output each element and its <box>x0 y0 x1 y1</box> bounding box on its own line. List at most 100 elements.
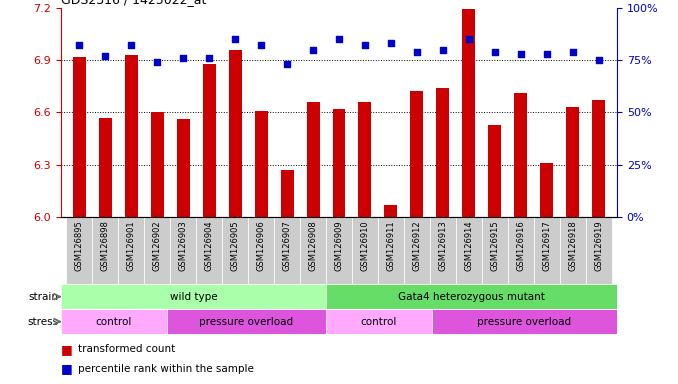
Point <box>490 48 500 55</box>
Point <box>281 61 292 67</box>
Bar <box>566 107 579 217</box>
Bar <box>274 217 300 284</box>
Text: GDS2316 / 1425022_at: GDS2316 / 1425022_at <box>61 0 206 7</box>
Text: GSM126903: GSM126903 <box>178 220 188 271</box>
Bar <box>228 50 241 217</box>
Bar <box>410 91 424 217</box>
Bar <box>92 217 118 284</box>
Text: GSM126918: GSM126918 <box>568 220 577 271</box>
Text: pressure overload: pressure overload <box>199 316 294 327</box>
Text: GSM126902: GSM126902 <box>153 220 161 271</box>
Text: GSM126910: GSM126910 <box>361 220 370 271</box>
Bar <box>61 284 325 309</box>
Bar <box>352 217 378 284</box>
Bar <box>203 65 216 217</box>
Text: pressure overload: pressure overload <box>477 316 572 327</box>
Bar <box>325 284 617 309</box>
Bar <box>306 102 319 217</box>
Text: percentile rank within the sample: percentile rank within the sample <box>78 364 254 374</box>
Point <box>437 46 448 53</box>
Bar <box>281 170 294 217</box>
Bar <box>325 309 432 334</box>
Bar <box>432 309 617 334</box>
Point <box>334 36 344 42</box>
Text: GSM126901: GSM126901 <box>127 220 136 271</box>
Text: GSM126911: GSM126911 <box>386 220 395 271</box>
Point <box>74 42 85 48</box>
Text: GSM126914: GSM126914 <box>464 220 473 271</box>
Text: GSM126906: GSM126906 <box>256 220 266 271</box>
Text: GSM126905: GSM126905 <box>231 220 239 271</box>
Point <box>412 48 422 55</box>
Bar <box>151 113 163 217</box>
Bar <box>73 56 85 217</box>
Bar <box>404 217 430 284</box>
Bar <box>170 217 196 284</box>
Bar <box>167 309 325 334</box>
Bar <box>482 217 508 284</box>
Text: GSM126915: GSM126915 <box>490 220 500 271</box>
Point <box>464 36 475 42</box>
Bar <box>540 163 553 217</box>
Point <box>308 46 319 53</box>
Text: wild type: wild type <box>170 291 217 302</box>
Bar <box>61 309 167 334</box>
Point <box>567 48 578 55</box>
Point <box>515 51 526 57</box>
Bar <box>144 217 170 284</box>
Point <box>152 59 163 65</box>
Text: GSM126916: GSM126916 <box>517 220 525 271</box>
Text: GSM126898: GSM126898 <box>101 220 110 271</box>
Bar <box>332 109 346 217</box>
Bar <box>515 93 527 217</box>
Bar <box>378 217 404 284</box>
Bar <box>300 217 326 284</box>
Text: ■: ■ <box>61 362 73 375</box>
Bar <box>222 217 248 284</box>
Bar <box>248 217 274 284</box>
Bar <box>254 111 268 217</box>
Bar <box>177 119 190 217</box>
Bar <box>196 217 222 284</box>
Text: GSM126909: GSM126909 <box>334 220 344 271</box>
Point <box>100 53 111 59</box>
Point <box>178 55 188 61</box>
Point <box>256 42 266 48</box>
Point <box>593 57 604 63</box>
Text: GSM126913: GSM126913 <box>439 220 447 271</box>
Bar <box>462 10 475 217</box>
Text: strain: strain <box>28 291 58 302</box>
Bar <box>430 217 456 284</box>
Point <box>203 55 214 61</box>
Bar <box>118 217 144 284</box>
Bar <box>326 217 352 284</box>
Point <box>230 36 241 42</box>
Bar <box>456 217 482 284</box>
Point <box>359 42 370 48</box>
Bar <box>125 55 138 217</box>
Point <box>125 42 136 48</box>
Text: transformed count: transformed count <box>78 344 175 354</box>
Text: GSM126904: GSM126904 <box>205 220 214 271</box>
Bar <box>99 118 112 217</box>
Text: control: control <box>361 316 397 327</box>
Text: GSM126917: GSM126917 <box>542 220 551 271</box>
Text: GSM126919: GSM126919 <box>595 220 603 271</box>
Point <box>386 40 397 46</box>
Bar <box>437 88 450 217</box>
Text: control: control <box>96 316 132 327</box>
Point <box>542 51 553 57</box>
Text: GSM126912: GSM126912 <box>412 220 422 271</box>
Bar <box>586 217 612 284</box>
Text: Gata4 heterozygous mutant: Gata4 heterozygous mutant <box>398 291 545 302</box>
Bar <box>66 217 92 284</box>
Bar <box>488 124 501 217</box>
Text: GSM126895: GSM126895 <box>75 220 83 271</box>
Bar <box>560 217 586 284</box>
Text: GSM126907: GSM126907 <box>283 220 292 271</box>
Text: stress: stress <box>27 316 58 327</box>
Bar <box>593 100 605 217</box>
Bar <box>508 217 534 284</box>
Text: ■: ■ <box>61 343 73 356</box>
Text: GSM126908: GSM126908 <box>308 220 317 271</box>
